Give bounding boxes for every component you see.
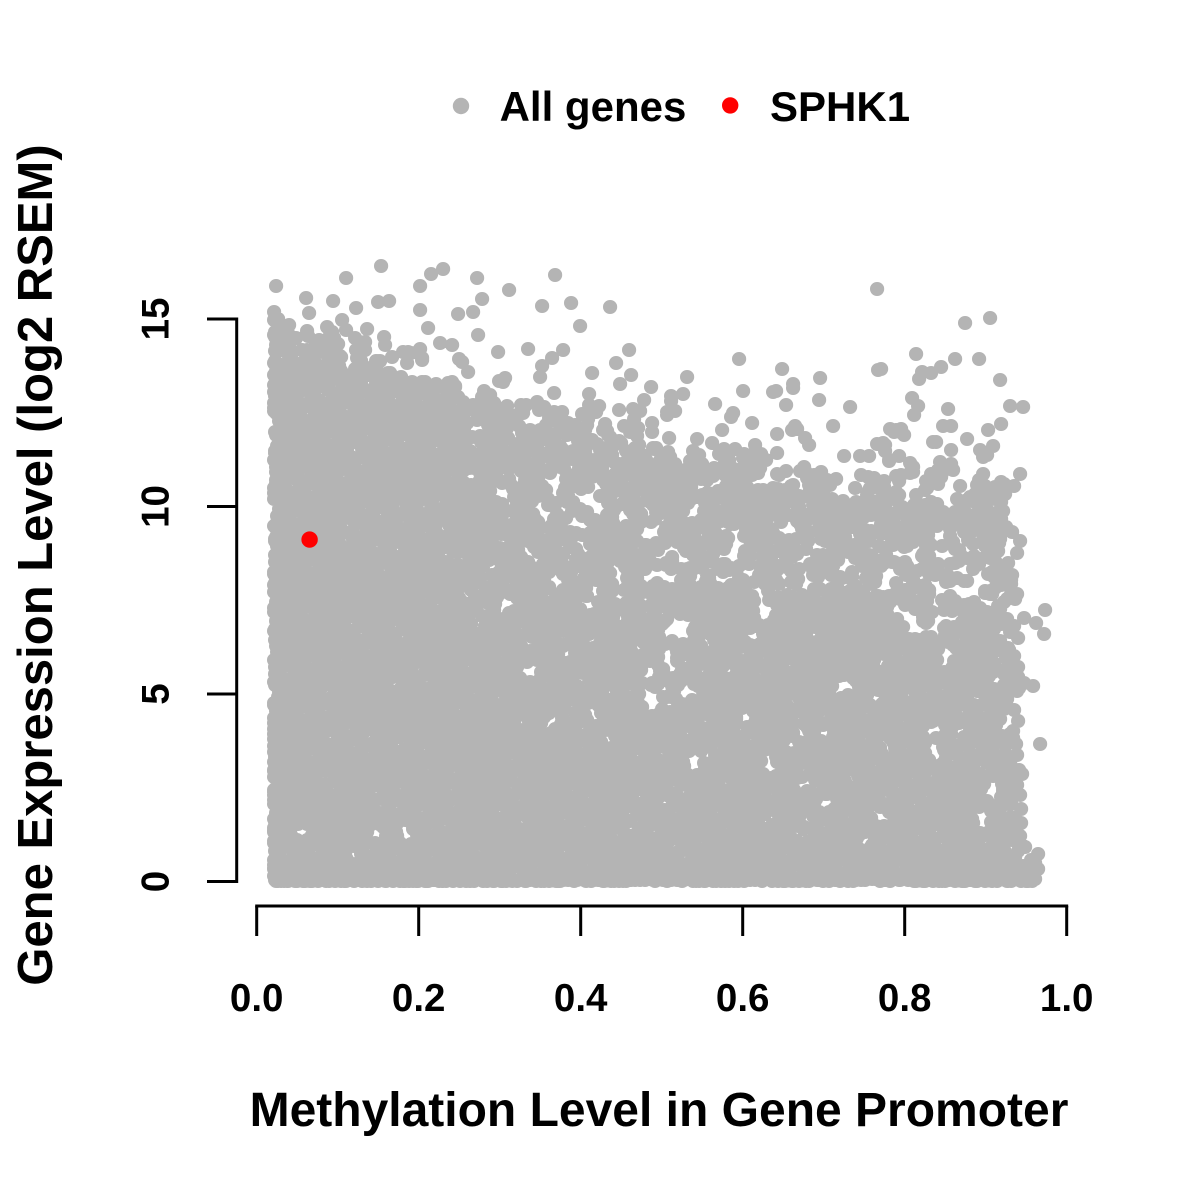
svg-text:1.0: 1.0 bbox=[1040, 977, 1094, 1020]
svg-text:0.6: 0.6 bbox=[716, 977, 770, 1020]
svg-text:Methylation Level in Gene Prom: Methylation Level in Gene Promoter bbox=[250, 1084, 1069, 1137]
svg-text:5: 5 bbox=[134, 683, 177, 704]
svg-text:15: 15 bbox=[134, 298, 177, 341]
svg-text:SPHK1: SPHK1 bbox=[770, 83, 910, 130]
svg-text:Gene Expression Level (log2 RS: Gene Expression Level (log2 RSEM) bbox=[9, 144, 63, 985]
svg-text:10: 10 bbox=[134, 485, 177, 528]
svg-text:0.2: 0.2 bbox=[392, 977, 446, 1020]
svg-text:0.4: 0.4 bbox=[554, 977, 608, 1020]
svg-text:All genes: All genes bbox=[500, 83, 687, 130]
svg-text:0.8: 0.8 bbox=[878, 977, 932, 1020]
svg-text:0: 0 bbox=[134, 871, 177, 892]
svg-text:0.0: 0.0 bbox=[230, 977, 284, 1020]
